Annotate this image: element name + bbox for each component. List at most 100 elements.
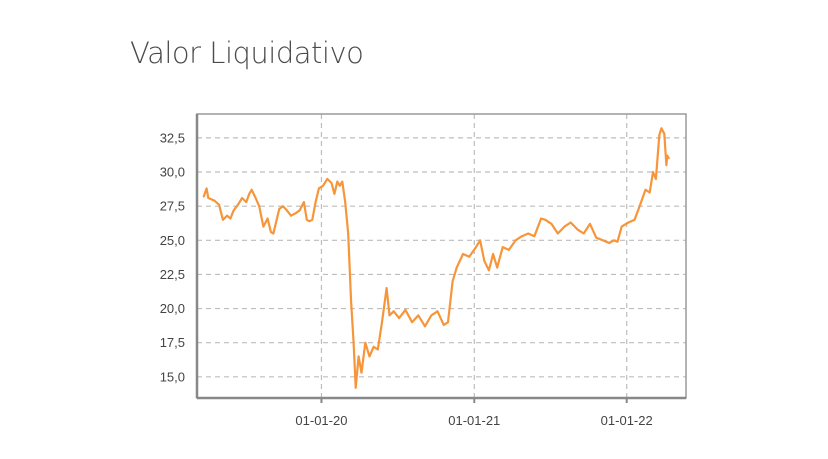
data-point — [563, 225, 566, 228]
data-point — [616, 240, 619, 243]
data-point — [202, 195, 205, 198]
data-point — [262, 225, 265, 228]
data-point — [520, 235, 523, 238]
data-point — [326, 177, 329, 180]
y-tick-label: 17,5 — [160, 335, 185, 350]
data-point — [226, 214, 228, 217]
data-point — [210, 198, 213, 201]
data-point — [298, 209, 301, 212]
data-point — [424, 325, 426, 328]
data-point — [436, 310, 439, 313]
data-point — [330, 182, 333, 184]
data-point — [388, 314, 391, 317]
data-point — [270, 231, 272, 234]
data-point — [258, 205, 261, 208]
data-point — [430, 314, 433, 317]
x-tick-label: 01-01-20 — [295, 413, 347, 428]
data-point — [344, 201, 347, 203]
data-point — [569, 221, 572, 224]
data-point — [638, 205, 641, 208]
y-tick-label: 22,5 — [160, 267, 185, 282]
data-point — [451, 280, 454, 283]
data-point — [665, 164, 668, 167]
data-point — [612, 239, 615, 242]
y-tick-label: 30,0 — [160, 165, 185, 180]
data-point — [475, 246, 477, 249]
data-point — [582, 232, 585, 235]
data-point — [272, 232, 275, 235]
y-tick-label: 20,0 — [160, 301, 185, 316]
data-point — [352, 341, 355, 344]
data-point — [462, 253, 464, 255]
data-point — [372, 345, 375, 348]
data-point — [218, 203, 221, 206]
data-point — [290, 214, 292, 217]
data-point — [455, 266, 458, 269]
data-point — [303, 201, 305, 203]
data-point — [483, 259, 486, 262]
data-point — [381, 321, 383, 324]
data-point — [322, 184, 325, 187]
data-point — [232, 209, 235, 212]
data-point — [492, 253, 494, 255]
data-point — [357, 355, 360, 358]
data-point — [241, 197, 243, 199]
data-point — [229, 217, 232, 220]
data-point — [305, 218, 308, 221]
data-point — [205, 187, 208, 190]
data-point — [601, 239, 604, 242]
data-point — [285, 209, 288, 212]
data-point — [376, 348, 379, 351]
data-point — [333, 192, 336, 195]
data-point — [508, 248, 510, 251]
data-point — [608, 242, 611, 244]
data-point — [350, 300, 352, 303]
data-point — [479, 239, 482, 242]
data-point — [354, 386, 357, 389]
data-point — [648, 191, 651, 194]
data-point — [368, 355, 371, 358]
data-point — [237, 203, 239, 206]
data-point — [620, 225, 623, 228]
data-point — [663, 132, 666, 135]
x-tick-label: 01-01-22 — [601, 413, 653, 428]
data-point — [248, 192, 251, 195]
data-point — [336, 180, 339, 183]
data-point — [207, 197, 210, 199]
data-point — [501, 246, 504, 249]
data-point — [595, 236, 598, 239]
data-point — [417, 314, 420, 317]
data-point — [556, 232, 559, 235]
data-point — [487, 269, 490, 272]
x-tick-label: 01-01-21 — [448, 413, 500, 428]
data-point — [308, 220, 311, 223]
data-point — [385, 287, 388, 289]
data-point — [275, 220, 278, 223]
data-point — [660, 127, 663, 130]
data-point — [658, 134, 661, 137]
data-point — [666, 154, 669, 157]
data-point — [468, 255, 471, 258]
data-point — [667, 157, 670, 160]
data-point — [447, 321, 449, 324]
data-point — [514, 239, 517, 242]
data-point — [589, 223, 591, 225]
data-point — [295, 212, 297, 214]
data-point — [221, 218, 224, 221]
plot-frame — [196, 113, 687, 399]
data-point — [496, 266, 499, 269]
y-tick-label: 32,5 — [160, 130, 185, 145]
data-point — [360, 371, 363, 374]
data-point — [213, 199, 216, 202]
data-point — [278, 207, 281, 210]
data-point — [527, 232, 530, 235]
data-point — [550, 223, 553, 225]
data-point — [533, 235, 536, 238]
series-line — [202, 127, 670, 389]
y-tick-label: 15,0 — [160, 369, 185, 384]
data-point — [245, 201, 248, 203]
data-point — [404, 309, 407, 311]
y-tick-label: 25,0 — [160, 233, 185, 248]
data-point — [627, 221, 630, 224]
